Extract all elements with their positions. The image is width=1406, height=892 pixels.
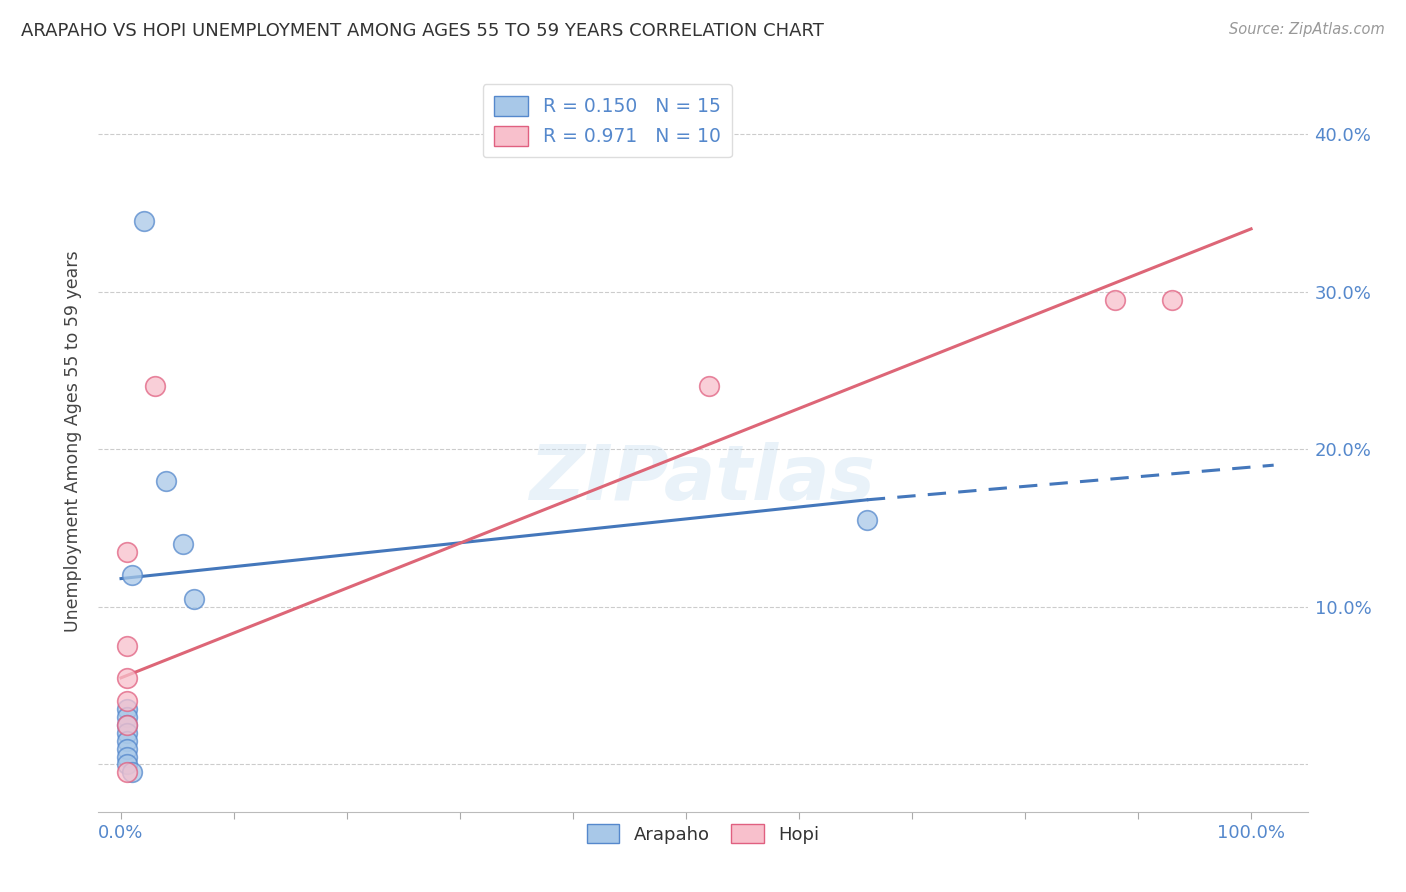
Point — [115, 765, 138, 780]
Point — [155, 474, 177, 488]
Text: ARAPAHO VS HOPI UNEMPLOYMENT AMONG AGES 55 TO 59 YEARS CORRELATION CHART: ARAPAHO VS HOPI UNEMPLOYMENT AMONG AGES … — [21, 22, 824, 40]
Text: ZIPatlas: ZIPatlas — [530, 442, 876, 516]
Point — [143, 379, 166, 393]
Point — [697, 379, 720, 393]
Text: Source: ZipAtlas.com: Source: ZipAtlas.com — [1229, 22, 1385, 37]
Y-axis label: Unemployment Among Ages 55 to 59 years: Unemployment Among Ages 55 to 59 years — [65, 251, 83, 632]
Point — [115, 694, 138, 708]
Point — [115, 726, 138, 740]
Point — [115, 757, 138, 772]
Legend: Arapaho, Hopi: Arapaho, Hopi — [579, 816, 827, 851]
Point — [115, 718, 138, 732]
Point — [121, 765, 143, 780]
Point — [856, 513, 879, 527]
Point — [115, 749, 138, 764]
Point — [115, 734, 138, 748]
Point — [115, 718, 138, 732]
Point — [115, 741, 138, 756]
Point — [172, 537, 194, 551]
Point — [183, 592, 205, 607]
Point — [132, 214, 155, 228]
Point — [115, 702, 138, 716]
Point — [121, 568, 143, 582]
Point — [1104, 293, 1126, 307]
Point — [115, 545, 138, 559]
Point — [115, 710, 138, 724]
Point — [115, 640, 138, 654]
Point — [115, 671, 138, 685]
Point — [1161, 293, 1184, 307]
